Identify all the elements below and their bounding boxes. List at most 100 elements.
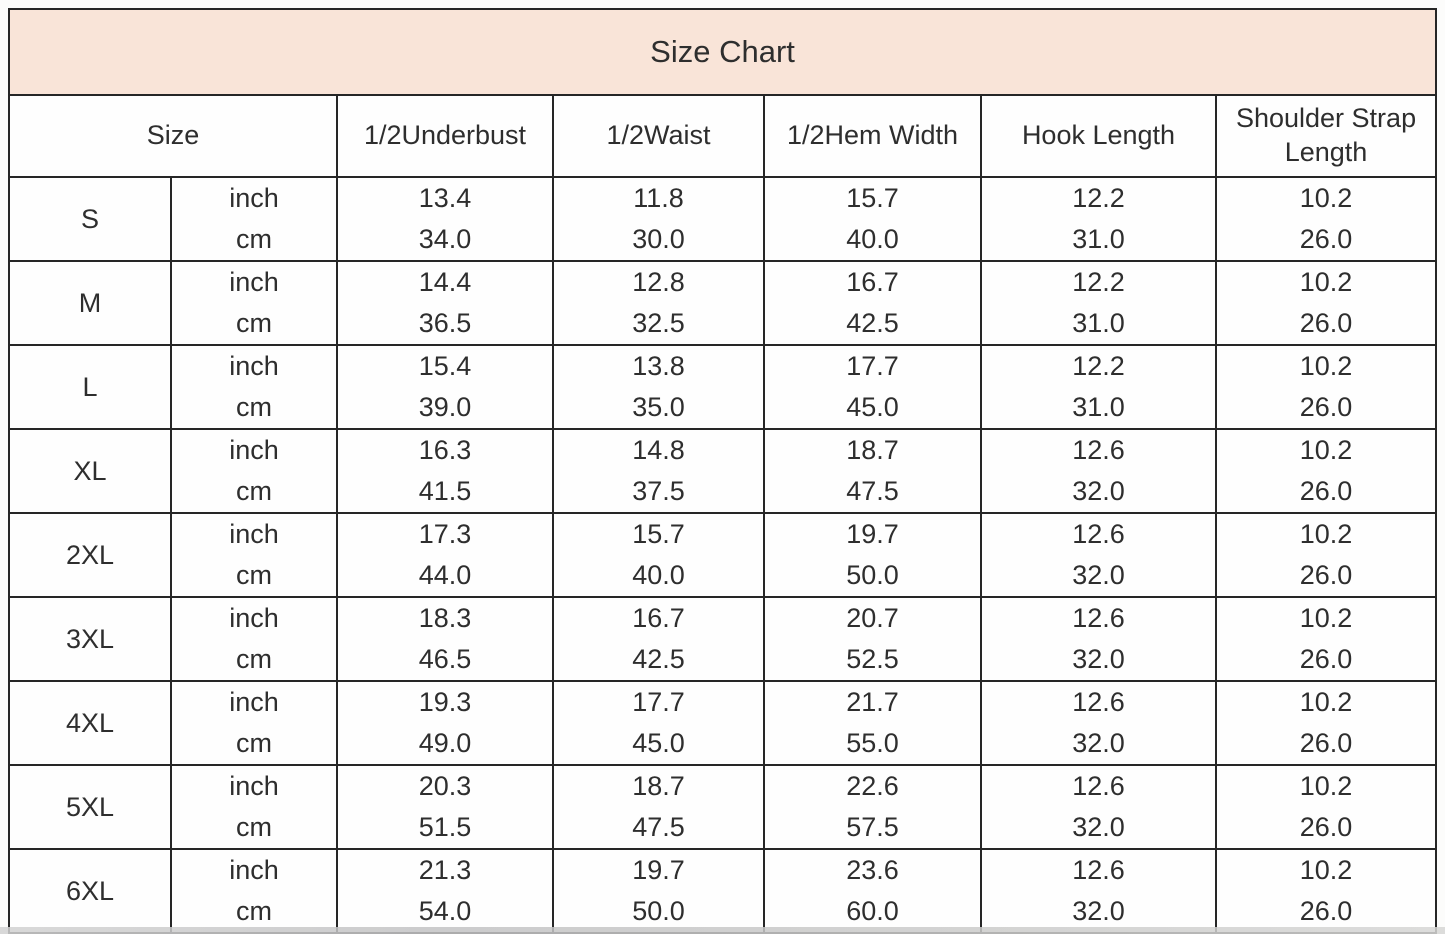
unit-cell: inch cm: [170, 176, 338, 262]
underbust-cm-value: 49.0: [418, 728, 472, 758]
hook-length-inch-value: 12.6: [1072, 603, 1125, 633]
shoulder-strap-cm-value: 26.0: [1299, 728, 1353, 758]
hem-width-cell: 23.6 60.0: [763, 848, 982, 934]
unit-inch-label: inch: [229, 687, 279, 717]
shoulder-strap-inch-value: 10.2: [1299, 435, 1353, 465]
hem-width-inch-value: 22.6: [846, 771, 899, 801]
waist-cm-value: 40.0: [632, 560, 685, 590]
waist-cell: 19.7 50.0: [552, 848, 765, 934]
size-label: S: [8, 176, 172, 262]
shoulder-strap-cell: 10.2 26.0: [1214, 764, 1438, 850]
table-row: 6XL inch cm 21.3 54.0 19.7 50.0 23.6: [8, 848, 1438, 934]
hook-length-cm-value: 31.0: [1072, 392, 1125, 422]
underbust-inch-value: 13.4: [418, 183, 472, 213]
waist-inch-value: 17.7: [632, 687, 685, 717]
waist-inch-value: 13.8: [632, 351, 685, 381]
waist-cell: 18.7 47.5: [552, 764, 765, 850]
shoulder-strap-cm-value: 26.0: [1299, 560, 1353, 590]
size-label: 4XL: [8, 680, 172, 766]
waist-cm-value: 42.5: [632, 644, 685, 674]
underbust-inch-value: 15.4: [418, 351, 472, 381]
unit-cell: inch cm: [170, 512, 338, 598]
hook-length-cell: 12.6 32.0: [980, 428, 1217, 514]
shoulder-strap-cell: 10.2 26.0: [1214, 512, 1438, 598]
shoulder-strap-inch-value: 10.2: [1299, 519, 1353, 549]
waist-cm-value: 50.0: [632, 896, 685, 926]
unit-inch-label: inch: [229, 351, 279, 381]
waist-cell: 16.7 42.5: [552, 596, 765, 682]
waist-cell: 15.7 40.0: [552, 512, 765, 598]
waist-cell: 17.7 45.0: [552, 680, 765, 766]
column-header-underbust: 1/2Underbust: [336, 94, 554, 178]
hem-width-cell: 15.7 40.0: [763, 176, 982, 262]
shoulder-strap-cell: 10.2 26.0: [1214, 680, 1438, 766]
waist-inch-value: 19.7: [632, 855, 685, 885]
underbust-cm-value: 44.0: [418, 560, 472, 590]
shoulder-strap-cm-value: 26.0: [1299, 644, 1353, 674]
waist-cm-value: 35.0: [632, 392, 685, 422]
underbust-cell: 14.4 36.5: [336, 260, 554, 346]
hem-width-inch-value: 17.7: [846, 351, 899, 381]
hem-width-inch-value: 18.7: [846, 435, 899, 465]
hem-width-cm-value: 60.0: [846, 896, 899, 926]
waist-inch-value: 18.7: [632, 771, 685, 801]
underbust-cell: 16.3 41.5: [336, 428, 554, 514]
hook-length-inch-value: 12.2: [1072, 267, 1125, 297]
hem-width-cm-value: 55.0: [846, 728, 899, 758]
column-header-row: Size 1/2Underbust 1/2Waist 1/2Hem Width …: [8, 94, 1438, 178]
hem-width-cell: 18.7 47.5: [763, 428, 982, 514]
hem-width-inch-value: 19.7: [846, 519, 899, 549]
hem-width-inch-value: 16.7: [846, 267, 899, 297]
unit-cm-label: cm: [236, 896, 272, 926]
hem-width-cell: 20.7 52.5: [763, 596, 982, 682]
waist-inch-value: 16.7: [632, 603, 685, 633]
hem-width-cell: 19.7 50.0: [763, 512, 982, 598]
underbust-cell: 15.4 39.0: [336, 344, 554, 430]
size-label: 5XL: [8, 764, 172, 850]
underbust-inch-value: 20.3: [418, 771, 472, 801]
hook-length-cell: 12.6 32.0: [980, 848, 1217, 934]
waist-cell: 14.8 37.5: [552, 428, 765, 514]
underbust-cm-value: 51.5: [418, 812, 472, 842]
hem-width-cm-value: 45.0: [846, 392, 899, 422]
unit-cell: inch cm: [170, 428, 338, 514]
hook-length-inch-value: 12.6: [1072, 855, 1125, 885]
unit-cell: inch cm: [170, 260, 338, 346]
hem-width-cell: 17.7 45.0: [763, 344, 982, 430]
unit-cm-label: cm: [236, 308, 272, 338]
shoulder-strap-cm-value: 26.0: [1299, 896, 1353, 926]
underbust-inch-value: 18.3: [418, 603, 472, 633]
table-row: 3XL inch cm 18.3 46.5 16.7 42.5 20.7: [8, 596, 1438, 682]
waist-cm-value: 37.5: [632, 476, 685, 506]
hook-length-cell: 12.6 32.0: [980, 764, 1217, 850]
unit-cm-label: cm: [236, 392, 272, 422]
size-label: 2XL: [8, 512, 172, 598]
unit-cell: inch cm: [170, 680, 338, 766]
hook-length-cm-value: 32.0: [1072, 476, 1125, 506]
shoulder-strap-cell: 10.2 26.0: [1214, 176, 1438, 262]
shoulder-strap-inch-value: 10.2: [1299, 771, 1353, 801]
waist-inch-value: 15.7: [632, 519, 685, 549]
unit-inch-label: inch: [229, 855, 279, 885]
hem-width-inch-value: 21.7: [846, 687, 899, 717]
hem-width-cell: 22.6 57.5: [763, 764, 982, 850]
shoulder-strap-inch-value: 10.2: [1299, 855, 1353, 885]
hem-width-cm-value: 57.5: [846, 812, 899, 842]
waist-cm-value: 30.0: [632, 224, 685, 254]
table-row: XL inch cm 16.3 41.5 14.8 37.5 18.7: [8, 428, 1438, 514]
shoulder-strap-inch-value: 10.2: [1299, 687, 1353, 717]
photo-bottom-edge: [0, 927, 1445, 934]
column-header-hook-length: Hook Length: [980, 94, 1217, 178]
hook-length-cell: 12.6 32.0: [980, 512, 1217, 598]
hem-width-cell: 21.7 55.0: [763, 680, 982, 766]
unit-cell: inch cm: [170, 848, 338, 934]
shoulder-strap-cm-value: 26.0: [1299, 224, 1353, 254]
column-header-shoulder-strap: Shoulder Strap Length: [1214, 94, 1438, 178]
unit-inch-label: inch: [229, 771, 279, 801]
hook-length-cell: 12.2 31.0: [980, 176, 1217, 262]
hook-length-cm-value: 31.0: [1072, 224, 1125, 254]
column-header-waist: 1/2Waist: [552, 94, 765, 178]
shoulder-strap-inch-value: 10.2: [1299, 351, 1353, 381]
unit-cell: inch cm: [170, 344, 338, 430]
waist-cell: 11.8 30.0: [552, 176, 765, 262]
